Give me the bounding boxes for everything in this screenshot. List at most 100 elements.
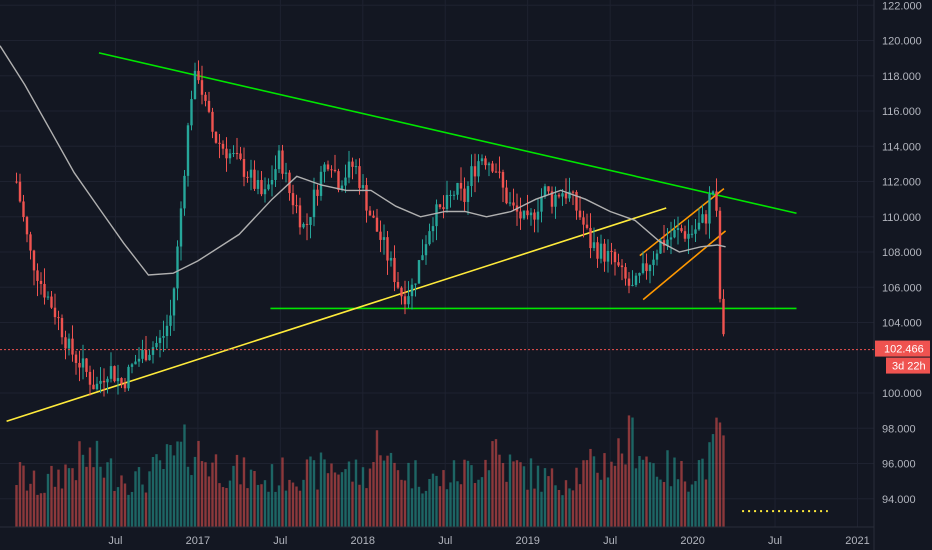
- volume-bar: [491, 441, 494, 527]
- volume-bar: [400, 479, 403, 527]
- candle-body: [526, 210, 529, 216]
- volume-bar: [85, 466, 88, 527]
- candle-body: [169, 315, 172, 326]
- volume-bar: [449, 482, 452, 527]
- candle-body: [88, 371, 92, 385]
- trendline: [642, 230, 727, 301]
- volume-bar: [64, 464, 67, 527]
- volume-bar: [540, 491, 543, 527]
- volume-bar: [585, 460, 589, 527]
- candle-body: [302, 223, 305, 228]
- volume-bar: [435, 475, 438, 527]
- candle-body: [155, 342, 158, 348]
- volume-bar: [270, 464, 274, 527]
- candle-body: [536, 211, 540, 220]
- volume-bar: [711, 434, 715, 527]
- candle-body: [162, 336, 165, 338]
- price-axis[interactable]: 122.000 120.000 118.000 116.000 114.000 112.0…: [882, 0, 922, 506]
- volume-bar: [67, 468, 71, 527]
- volume-bar: [172, 455, 176, 527]
- candle-body: [393, 257, 396, 283]
- volume-bar: [256, 484, 260, 527]
- volume-bar: [564, 480, 568, 527]
- volume-bar: [291, 482, 295, 527]
- y-tick-label: 100.000: [882, 388, 922, 400]
- candle-body: [669, 237, 673, 240]
- candle-body: [274, 169, 277, 180]
- volume-bar: [631, 417, 634, 527]
- x-tick-label: Jul: [273, 535, 287, 547]
- candle-body: [666, 239, 669, 246]
- candle-body: [417, 260, 421, 284]
- candle-body: [582, 217, 585, 225]
- volume-bar: [498, 454, 501, 527]
- candle-body: [330, 169, 333, 171]
- candle-body: [316, 189, 319, 196]
- candle-body: [585, 224, 589, 228]
- volume-bar: [239, 484, 242, 527]
- candle-body: [379, 231, 382, 240]
- candle-body: [449, 194, 452, 196]
- volume-bar: [22, 465, 25, 527]
- candle-body: [291, 193, 295, 206]
- volume-bar: [592, 456, 596, 527]
- candle-body: [715, 191, 718, 211]
- volume-bar: [95, 440, 99, 527]
- volume-bar: [543, 468, 547, 527]
- y-tick-label: 94.000: [882, 494, 916, 506]
- candle-body: [694, 229, 697, 234]
- volume-bar: [344, 469, 347, 527]
- y-tick-label: 112.000: [882, 177, 921, 189]
- volume-bar: [627, 415, 631, 527]
- volume-bar: [235, 454, 239, 527]
- volume-bar: [305, 459, 309, 527]
- volume-bar: [78, 441, 81, 527]
- volume-bar: [148, 471, 151, 527]
- volume-bar: [319, 452, 323, 527]
- volume-bar: [354, 459, 358, 527]
- volume-bar: [501, 462, 505, 527]
- volume-bar: [92, 467, 95, 527]
- volume-bar: [655, 476, 659, 527]
- candle-body: [176, 246, 179, 289]
- volume-bar: [578, 484, 582, 527]
- candle-body: [113, 366, 116, 382]
- volume-bar: [470, 465, 473, 527]
- volume-bar: [676, 479, 680, 527]
- volume-bar: [123, 483, 127, 527]
- volume-bar: [127, 494, 130, 527]
- volume-bar: [284, 490, 288, 527]
- candle-body: [519, 211, 522, 219]
- time-axis[interactable]: Jul 2017 Jul 2018 Jul 2019 Jul 2020 Jul 2021: [108, 535, 869, 547]
- candle-body: [351, 161, 354, 167]
- volume-bar: [568, 488, 571, 527]
- volume-bar: [253, 471, 256, 527]
- candle-body: [564, 193, 568, 199]
- candle-body: [109, 366, 113, 379]
- volume-bar: [176, 441, 179, 527]
- candle-body: [43, 283, 46, 298]
- volume-bar: [666, 450, 669, 527]
- trendlines: [6, 52, 828, 513]
- candle-body: [547, 186, 550, 192]
- volume-bar: [57, 469, 60, 527]
- candle-body: [480, 158, 484, 162]
- volume-bar: [18, 462, 22, 527]
- candle-body: [148, 354, 151, 361]
- candle-body: [627, 278, 631, 286]
- x-tick-label: Jul: [108, 535, 122, 547]
- volume-bar: [200, 461, 204, 527]
- candle-body: [39, 280, 43, 284]
- volume-bar: [50, 465, 53, 527]
- candle-body: [540, 196, 543, 212]
- candle-body: [711, 191, 715, 195]
- candle-body: [533, 212, 536, 220]
- volume-bar: [242, 457, 246, 527]
- volume-bar: [715, 417, 718, 527]
- candle-body: [123, 383, 127, 389]
- candle-body: [64, 337, 67, 349]
- volume-bar: [463, 459, 466, 527]
- candle-body: [645, 263, 648, 272]
- volume-bar: [554, 485, 557, 527]
